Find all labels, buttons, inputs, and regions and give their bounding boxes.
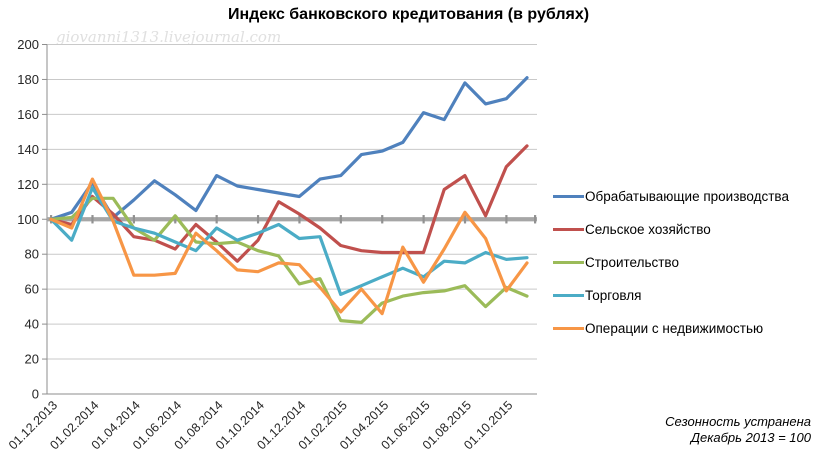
legend-label: Торговля — [585, 288, 642, 303]
baseline-tick — [132, 215, 135, 224]
y-tick-label: 20 — [25, 352, 39, 367]
footnote: Сезонность устранена Декабрь 2013 = 100 — [665, 414, 811, 445]
y-tick-label: 200 — [17, 37, 39, 52]
footnote-line-1: Сезонность устранена — [665, 414, 811, 429]
baseline-tick — [381, 215, 384, 224]
baseline-tick — [174, 215, 177, 224]
y-tick-label: 120 — [17, 177, 39, 192]
legend-label: Сельское хозяйство — [585, 222, 711, 237]
y-tick-label: 180 — [17, 72, 39, 87]
footnote-line-2: Декабрь 2013 = 100 — [690, 429, 811, 445]
y-tick-label: 140 — [17, 142, 39, 157]
legend-label: Операции с недвижимостью — [585, 321, 764, 336]
legend-item: Строительство — [553, 246, 789, 279]
legend-swatch — [553, 227, 584, 232]
legend-swatch — [553, 260, 584, 265]
baseline-tick — [505, 215, 508, 224]
series-line-2 — [49, 144, 529, 263]
series-line-4 — [49, 186, 529, 296]
legend-label: Обрабатывающие производства — [585, 189, 789, 204]
legend-item: Обрабатывающие производства — [553, 180, 789, 213]
legend-item: Операции с недвижимостью — [553, 312, 789, 345]
series-line-1 — [49, 76, 529, 221]
legend-swatch — [553, 326, 584, 331]
baseline-tick — [422, 215, 425, 224]
baseline-tick — [534, 215, 537, 224]
baseline-tick — [256, 215, 260, 224]
y-tick-label: 160 — [17, 107, 39, 122]
legend-swatch — [553, 194, 584, 199]
y-tick-label: 40 — [25, 317, 39, 332]
legend-item: Торговля — [553, 279, 789, 312]
baseline-tick — [91, 215, 94, 224]
series-line-3 — [49, 196, 529, 324]
legend-swatch — [553, 293, 584, 298]
baseline-tick — [463, 215, 467, 224]
baseline-tick — [298, 215, 301, 224]
y-tick-label: 60 — [25, 282, 39, 297]
series-line-5 — [49, 177, 529, 316]
baseline-tick — [339, 215, 342, 224]
watermark: giovanni1313.livejournal.com — [56, 28, 282, 46]
baseline-tick — [215, 215, 218, 224]
y-tick-label: 0 — [32, 387, 39, 402]
legend: Обрабатывающие производства Сельское хозя… — [553, 180, 789, 345]
y-tick-label: 80 — [25, 247, 39, 262]
y-tick-label: 100 — [17, 212, 39, 227]
chart-title: Индекс банковского кредитования (в рубля… — [227, 6, 590, 23]
legend-label: Строительство — [585, 255, 679, 270]
legend-item: Сельское хозяйство — [553, 213, 789, 246]
